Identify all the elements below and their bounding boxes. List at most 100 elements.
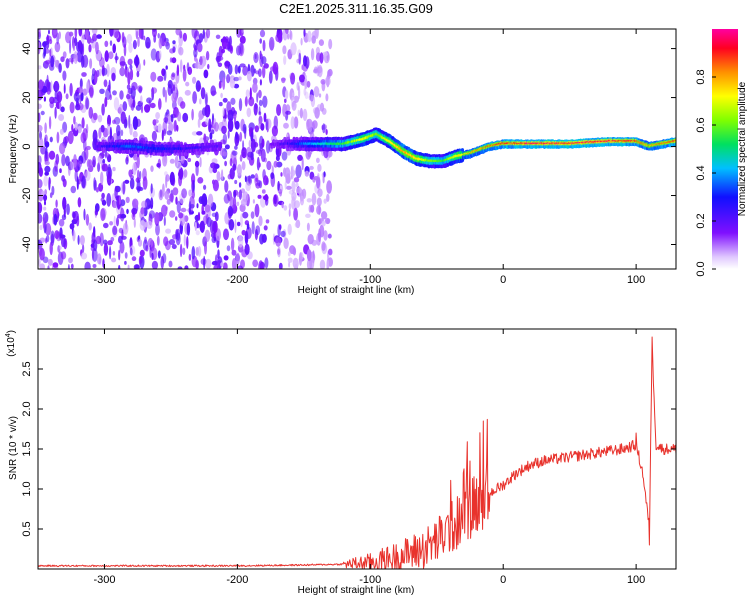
heatmap-cell — [249, 128, 252, 137]
heatmap-cell — [109, 40, 113, 46]
heatmap-cell — [313, 86, 320, 98]
heatmap-cell — [303, 29, 306, 37]
heatmap-cell — [250, 138, 256, 153]
heatmap-cell — [157, 33, 160, 39]
heatmap-cell — [145, 42, 151, 49]
heatmap-cell — [163, 117, 169, 123]
heatmap-cell — [43, 194, 47, 202]
heatmap-cell — [154, 212, 160, 226]
heatmap-cell — [162, 153, 168, 167]
heatmap-cell — [38, 41, 41, 55]
heatmap-cell — [297, 109, 301, 117]
heatmap-cell — [50, 230, 55, 244]
heatmap-cell — [205, 118, 210, 126]
heatmap-cell — [192, 91, 198, 104]
heatmap-cell — [163, 68, 167, 82]
heatmap-cell — [161, 129, 164, 142]
heatmap-cell — [230, 237, 235, 252]
heatmap-cell — [95, 41, 99, 55]
heatmap-cell — [58, 114, 65, 121]
heatmap-cell — [44, 161, 50, 166]
heatmap-cell — [113, 215, 116, 228]
heatmap-cell — [176, 200, 181, 214]
heatmap-cell — [301, 157, 304, 171]
heatmap-cell — [231, 258, 237, 269]
heatmap-cell — [287, 33, 290, 40]
heatmap-cell — [92, 264, 97, 268]
heatmap-cell — [254, 173, 259, 187]
heatmap-cell — [81, 175, 86, 189]
x-tick-label: -200 — [226, 274, 248, 286]
heatmap-cell — [128, 42, 133, 54]
x-tick-label: 100 — [627, 274, 645, 286]
heatmap-cell — [306, 119, 310, 131]
y-scale-exponent: 4 — [5, 333, 12, 337]
heatmap-cell — [47, 265, 50, 269]
heatmap-cell — [43, 206, 47, 211]
heatmap-cell — [250, 174, 255, 179]
heatmap-cell — [324, 217, 331, 225]
heatmap-cell — [74, 29, 78, 39]
heatmap-cell — [327, 233, 332, 239]
heatmap-cell — [164, 190, 170, 200]
heatmap-cell — [239, 131, 243, 142]
heatmap-cell — [165, 228, 172, 234]
heatmap-cell — [53, 213, 58, 226]
heatmap-cell — [171, 57, 177, 64]
x-tick-label: -300 — [93, 274, 115, 286]
heatmap-cell — [177, 266, 183, 269]
heatmap-cell — [316, 175, 321, 189]
heatmap-cell — [242, 123, 247, 134]
figure-title: C2E1.2025.311.16.35.G09 — [279, 1, 433, 16]
heatmap-cell — [133, 153, 138, 161]
heatmap-cell — [54, 106, 57, 119]
heatmap-cell — [293, 177, 300, 183]
x-tick-label: -300 — [93, 574, 115, 586]
heatmap-cell — [196, 223, 200, 229]
heatmap-cell — [242, 65, 249, 76]
heatmap-cell — [277, 33, 282, 44]
heatmap-cell — [97, 155, 103, 165]
heatmap-cell — [100, 197, 105, 203]
heatmap-cell — [129, 68, 134, 81]
heatmap-cell — [292, 257, 299, 269]
heatmap-cell — [188, 253, 192, 261]
top-x-axis-label: Height of straight line (km) — [298, 285, 415, 296]
heatmap-cell — [216, 261, 219, 269]
heatmap-cell — [195, 246, 199, 256]
heatmap-cell — [149, 244, 152, 258]
heatmap-cell — [234, 219, 237, 234]
heatmap-cell — [172, 187, 179, 196]
heatmap-cell — [70, 263, 74, 269]
heatmap-cell — [97, 114, 103, 123]
heatmap-cell — [172, 84, 176, 92]
heatmap-cell — [109, 221, 113, 226]
heatmap-cell — [106, 193, 112, 207]
heatmap-cell — [144, 104, 151, 113]
heatmap-cell — [191, 29, 198, 39]
heatmap-cell — [188, 200, 192, 213]
heatmap-cell — [288, 203, 292, 210]
heatmap-cell — [223, 255, 229, 261]
heatmap-cell — [135, 30, 139, 40]
heatmap-cell — [69, 223, 75, 230]
heatmap-cell — [125, 196, 130, 204]
heatmap-cell — [126, 208, 129, 215]
heatmap-cell — [326, 180, 332, 194]
heatmap-cell — [207, 193, 214, 208]
heatmap-cell — [49, 136, 53, 143]
heatmap-cell — [186, 236, 189, 249]
heatmap-cell — [77, 235, 80, 245]
heatmap-cell — [143, 35, 146, 41]
heatmap-cell — [261, 56, 267, 65]
heatmap-cell — [218, 80, 222, 89]
heatmap-cell — [288, 208, 291, 217]
heatmap-cell — [112, 166, 116, 172]
heatmap-cell — [222, 97, 228, 103]
heatmap-cell — [213, 265, 219, 269]
heatmap-cell — [68, 257, 73, 264]
heatmap-cell — [291, 191, 297, 201]
heatmap-cell — [176, 161, 182, 170]
heatmap-cell — [200, 87, 206, 100]
heatmap-cell — [129, 178, 135, 190]
